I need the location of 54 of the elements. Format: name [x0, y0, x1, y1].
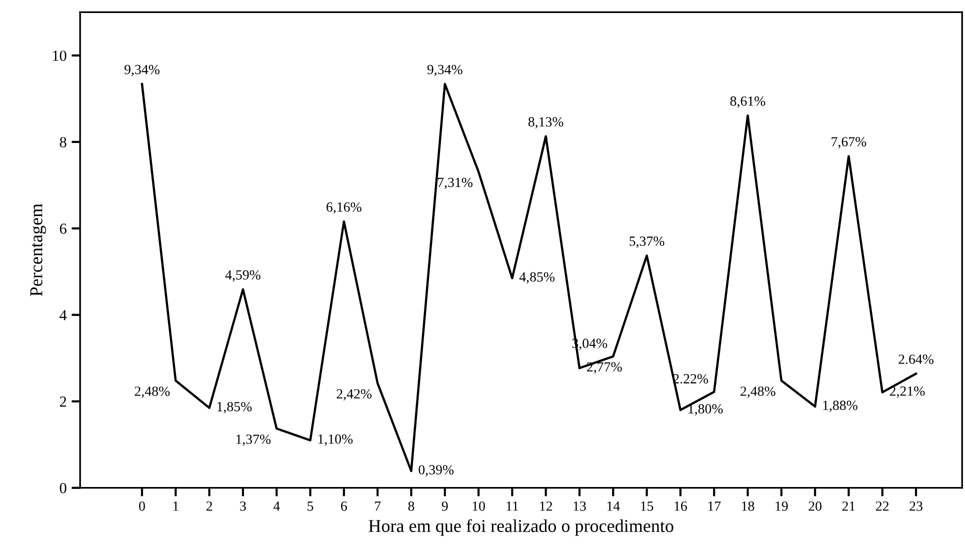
data-label: 1,85% [217, 402, 252, 414]
x-tick-label: 5 [308, 502, 314, 511]
y-axis-title: Percentagem [30, 204, 46, 296]
data-label: 2,21% [890, 386, 925, 398]
data-label: 1,37% [236, 434, 271, 446]
x-tick-label: 16 [674, 501, 687, 511]
y-tick-label: 6 [60, 224, 66, 234]
data-label: 9,34% [427, 64, 462, 76]
x-tick-label: 1 [173, 502, 178, 511]
x-tick-label: 13 [574, 501, 586, 511]
x-tick-label: 14 [607, 502, 620, 511]
x-tick-label: 9 [442, 501, 448, 511]
y-tick-label: 0 [60, 482, 66, 494]
y-tick-label: 8 [60, 137, 66, 148]
x-tick-label: 10 [472, 501, 485, 511]
data-label: 2,42% [336, 389, 372, 401]
data-label: 7,31% [438, 178, 472, 190]
x-tick-label: 7 [375, 502, 381, 511]
data-label: 1,88% [823, 400, 858, 412]
data-label: 2,48% [740, 386, 776, 398]
y-tick-label: 10 [52, 50, 66, 61]
x-tick-label: 23 [910, 501, 922, 511]
x-tick-label: 12 [540, 501, 552, 511]
data-label: 8,61% [730, 96, 766, 108]
data-label: 2,48% [134, 386, 170, 398]
x-tick-label: 11 [506, 502, 518, 511]
data-label: 5,37% [630, 236, 664, 248]
x-axis-title: Hora em que foi realizado o procedimento [368, 519, 674, 536]
data-label: 4,85% [519, 272, 555, 284]
x-tick-label: 8 [408, 501, 414, 511]
y-tick-label: 4 [60, 310, 67, 320]
data-label: 1,10% [318, 434, 353, 446]
x-tick-label: 15 [641, 502, 654, 511]
data-label: 1,80% [688, 404, 723, 416]
x-tick-label: 21 [842, 501, 855, 511]
data-label: 8,13% [528, 117, 564, 129]
data-label: 6,16% [326, 202, 362, 214]
data-label: 0,39% [418, 465, 454, 476]
x-tick-label: 19 [776, 501, 788, 511]
data-label: 4,59% [225, 270, 260, 282]
y-tick-label: 2 [60, 396, 66, 407]
x-tick-label: 20 [808, 501, 822, 511]
data-label: 9,34% [124, 64, 160, 76]
x-tick-label: 17 [708, 502, 721, 511]
data-label: 7,67% [832, 137, 866, 148]
x-tick-label: 0 [139, 501, 145, 511]
data-label: 2,77% [587, 362, 622, 374]
x-tick-label: 3 [240, 501, 246, 511]
x-tick-label: 6 [341, 501, 347, 511]
x-tick-label: 22 [876, 501, 889, 511]
data-label: 2.64% [898, 354, 934, 364]
x-tick-label: 2 [206, 501, 212, 511]
x-tick-label: 4 [273, 502, 280, 511]
x-tick-label: 18 [742, 501, 754, 511]
